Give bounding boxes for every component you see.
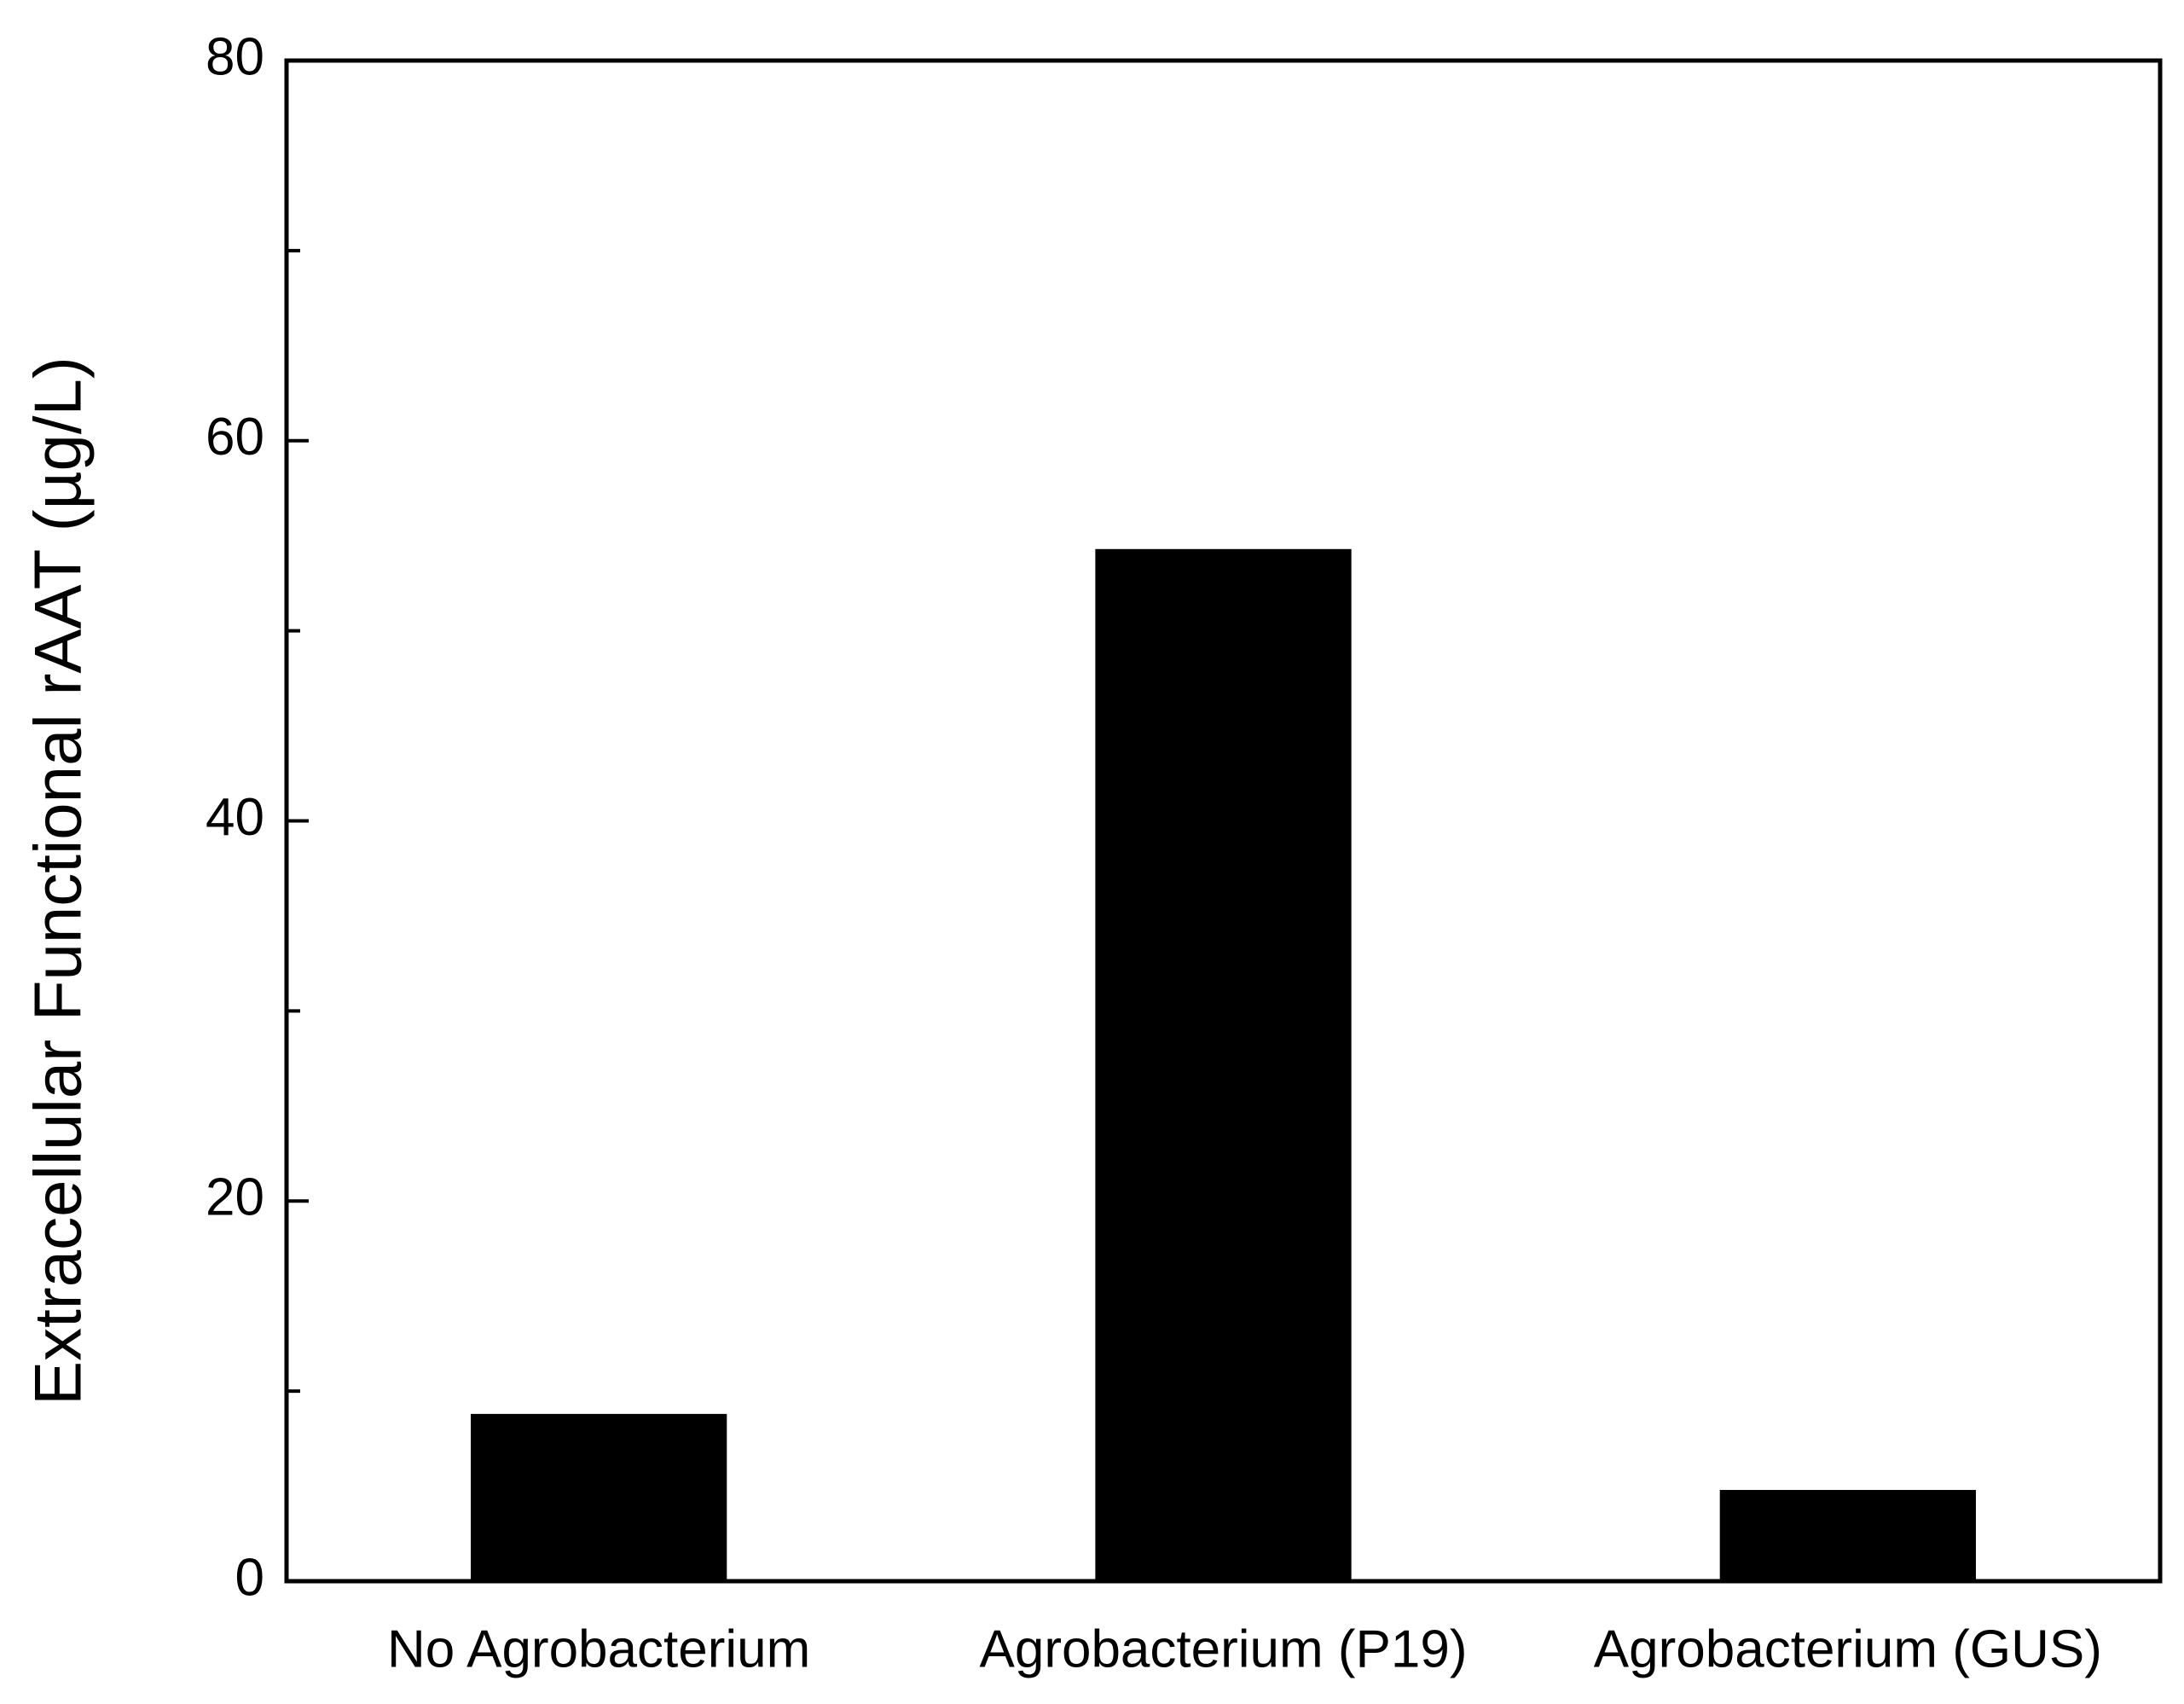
bar [1719,1490,1976,1581]
y-tick-label: 80 [206,27,264,86]
x-tick-label: No Agrobacterium [387,1620,810,1678]
y-tick-label: 0 [235,1548,264,1607]
y-tick-label: 60 [206,408,264,467]
y-tick-label: 40 [206,788,264,847]
bar [1095,548,1352,1581]
plot-frame [284,58,2163,1584]
y-axis-label: Extracellular Functional rAAT (µg/L) [20,356,96,1406]
x-tick-label: Agrobacterium (P19) [979,1620,1467,1678]
x-tick-label: Agrobacterium (GUS) [1594,1620,2102,1678]
y-tick-label: 20 [206,1168,264,1227]
bar [471,1413,727,1581]
